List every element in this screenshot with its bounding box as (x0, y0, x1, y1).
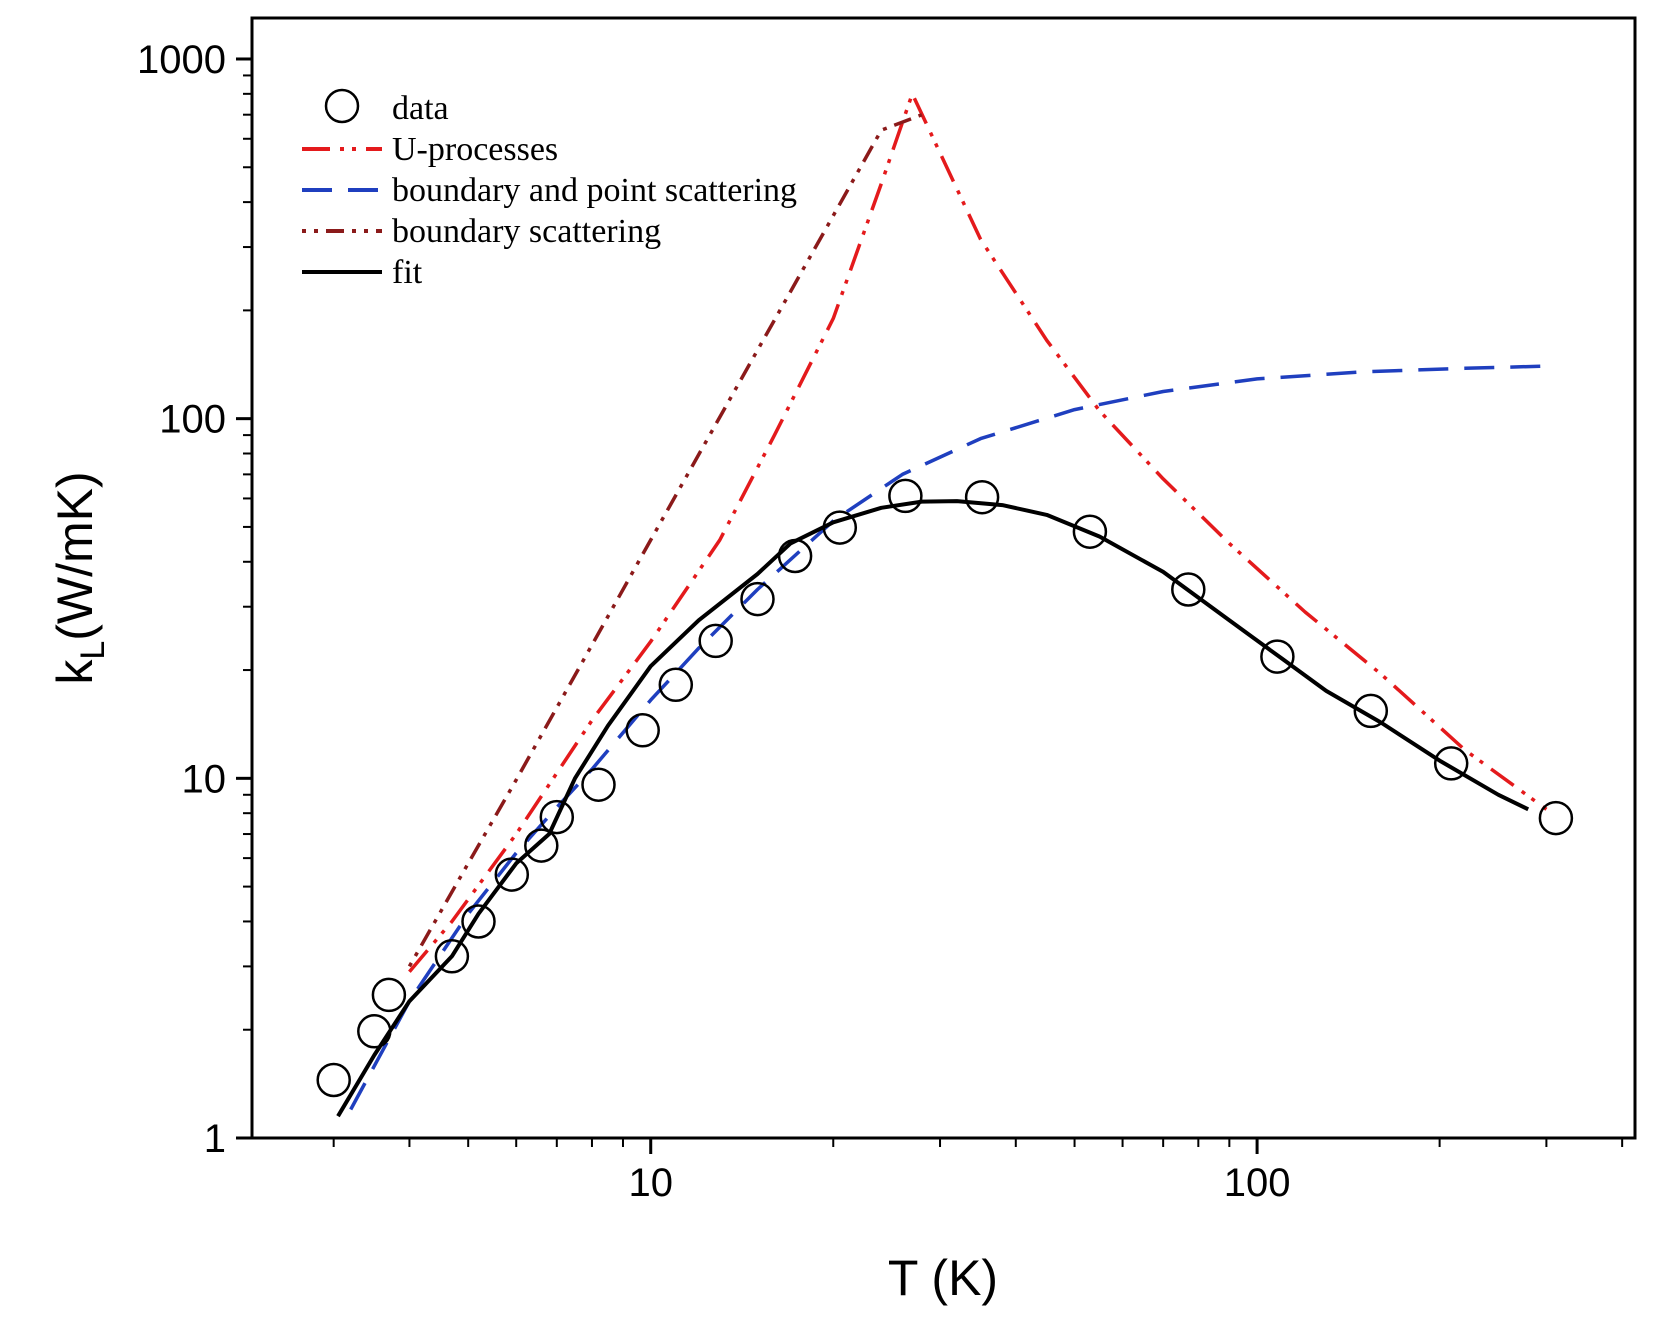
series-line-u-processes (408, 92, 1548, 973)
legend-item-fit: fit (302, 254, 423, 291)
data-point (888, 478, 923, 514)
x-axis-title: T (K) (888, 1250, 998, 1306)
legend-item-data: data (324, 88, 449, 127)
y-tick-label: 1000 (137, 38, 226, 82)
data-point (1353, 693, 1389, 729)
data-point (698, 623, 733, 659)
data-point (371, 977, 407, 1013)
legend-label: boundary scattering (392, 213, 661, 250)
y-tick-label: 10 (182, 757, 227, 801)
data-point (434, 939, 470, 974)
legend-label: boundary and point scattering (392, 172, 797, 209)
x-tick-label: 10 (628, 1161, 673, 1205)
legend-item-boundary-and-point-scattering: boundary and point scattering (302, 172, 797, 209)
series-lines (336, 92, 1548, 1118)
data-point (658, 667, 694, 703)
plot-area-frame (250, 16, 1637, 1140)
y-axis-title-rest: (W/mK) (47, 471, 103, 640)
data-point (494, 857, 530, 892)
y-axis-title: kL(W/mK) (47, 471, 112, 684)
minor-ticks (243, 74, 1624, 1147)
axis-ticks: 10 100 1 10 100 1000 (137, 38, 1290, 1205)
data-point (964, 479, 1000, 515)
y-axis-title-main: k (47, 659, 103, 685)
data-point (1260, 639, 1295, 674)
legend-label: U-processes (392, 131, 558, 168)
legend-item-boundary-scattering: boundary scattering (302, 213, 661, 250)
series-line-boundary-and-point-scattering (349, 364, 1547, 1111)
legend: data U-processes boundary and point scatte… (302, 88, 797, 291)
legend-item-u-processes: U-processes (302, 131, 558, 168)
data-point (581, 767, 616, 802)
legend-swatch (324, 88, 360, 124)
data-markers (316, 478, 1574, 1098)
y-tick-label: 1 (204, 1117, 226, 1161)
data-point (822, 510, 858, 545)
data-point (1538, 800, 1574, 836)
legend-label: data (392, 90, 449, 127)
data-point (625, 713, 660, 748)
data-point (357, 1014, 392, 1049)
x-tick-label: 100 (1224, 1161, 1291, 1205)
data-point (316, 1062, 351, 1098)
data-point (1171, 572, 1206, 607)
data-point (524, 828, 559, 863)
data-point (777, 538, 813, 574)
data-point (461, 904, 496, 939)
data-point (539, 799, 575, 835)
y-tick-label: 100 (159, 398, 226, 442)
legend-label: fit (392, 254, 423, 291)
series-line-fit (336, 499, 1530, 1118)
data-point (740, 581, 775, 617)
data-point (1433, 746, 1469, 781)
y-axis-title-subscript: L (74, 641, 112, 660)
data-point (1072, 514, 1108, 549)
